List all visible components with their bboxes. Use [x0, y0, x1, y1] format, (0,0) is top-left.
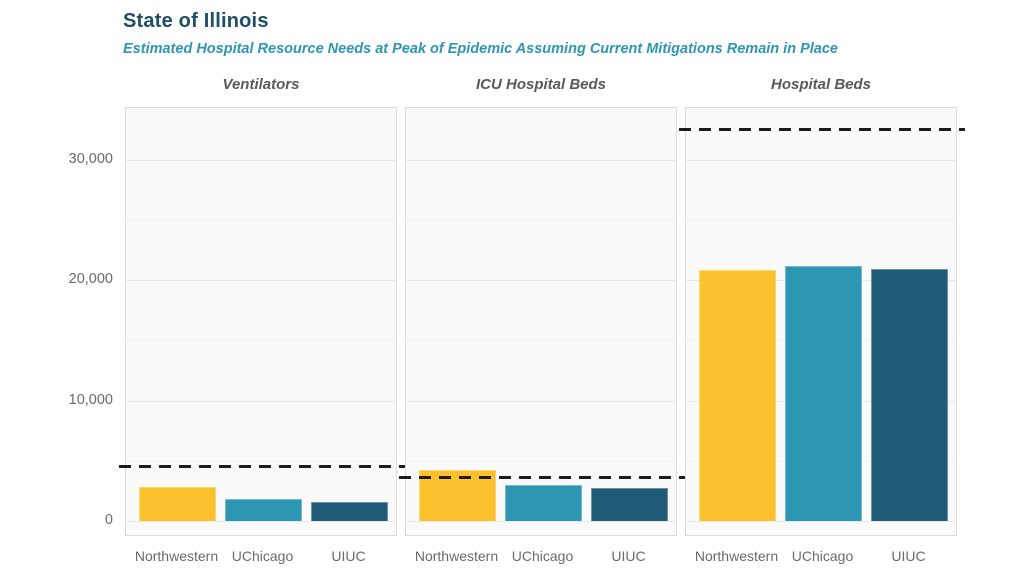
- x-tick-label-northwestern: Northwestern: [134, 548, 219, 564]
- bar-uiuc: [871, 269, 948, 521]
- capacity-dashed-line: [119, 465, 405, 469]
- capacity-dashed-line: [399, 475, 685, 479]
- y-tick-label-10-000: 10,000: [68, 391, 113, 408]
- bar-uiuc: [311, 502, 388, 521]
- gridline: [406, 521, 676, 522]
- gridline: [126, 280, 396, 281]
- gridline: [126, 340, 396, 342]
- bar-northwestern: [699, 270, 776, 521]
- bar-uchicago: [785, 265, 862, 521]
- facet-panel-icu-hospital-beds: [399, 107, 685, 536]
- x-tick-label-uiuc: UIUC: [331, 548, 366, 564]
- gridline: [406, 340, 676, 342]
- facet-title-hospital-beds: Hospital Beds: [770, 76, 872, 93]
- facet-title-icu-hospital-beds: ICU Hospital Beds: [475, 76, 607, 93]
- gridline: [406, 460, 676, 462]
- gridline: [126, 159, 396, 161]
- y-tick-label-30-000: 30,000: [68, 150, 113, 167]
- y-tick-label-0: 0: [104, 512, 113, 528]
- gridline: [126, 219, 396, 221]
- facet-panel-ventilators: [119, 107, 405, 536]
- gridline: [406, 280, 676, 281]
- x-tick-label-northwestern: Northwestern: [694, 548, 779, 564]
- chart-title: State of Illinois: [123, 10, 269, 32]
- gridline: [126, 460, 396, 462]
- facet-title-ventilators: Ventilators: [222, 76, 300, 93]
- bar-uiuc: [591, 487, 668, 521]
- gridline: [686, 521, 956, 522]
- gridline: [126, 400, 396, 402]
- gridline: [406, 400, 676, 402]
- x-tick-label-uchicago: UChicago: [511, 548, 574, 564]
- y-tick-label-20-000: 20,000: [68, 271, 113, 287]
- x-tick-label-uchicago: UChicago: [231, 548, 294, 564]
- capacity-dashed-line: [679, 127, 965, 131]
- gridline: [686, 219, 956, 221]
- bar-northwestern: [139, 486, 216, 521]
- chart-subtitle: Estimated Hospital Resource Needs at Pea…: [123, 41, 838, 57]
- x-tick-label-uiuc: UIUC: [611, 548, 646, 564]
- gridline: [406, 219, 676, 221]
- facet-panel-hospital-beds: [679, 107, 965, 536]
- gridline: [686, 159, 956, 161]
- x-tick-label-uchicago: UChicago: [791, 548, 854, 564]
- x-tick-label-northwestern: Northwestern: [414, 548, 499, 564]
- bar-uchicago: [225, 499, 302, 521]
- gridline: [406, 159, 676, 161]
- gridline: [126, 521, 396, 522]
- bar-uchicago: [505, 484, 582, 521]
- x-tick-label-uiuc: UIUC: [891, 548, 926, 564]
